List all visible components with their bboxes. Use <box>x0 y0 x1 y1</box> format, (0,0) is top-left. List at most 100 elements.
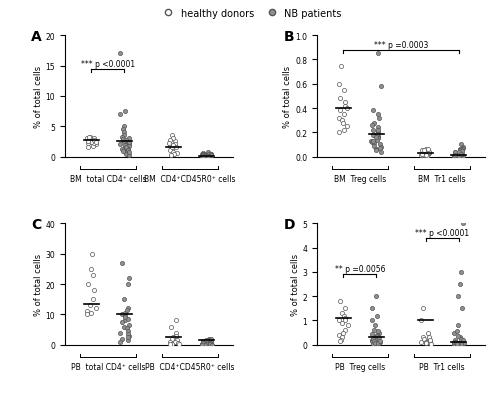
Point <box>340 111 348 118</box>
Point <box>377 84 385 90</box>
Point <box>420 336 428 342</box>
Point <box>170 142 177 149</box>
Point <box>417 318 425 324</box>
Point <box>204 153 212 160</box>
Point <box>426 337 434 344</box>
Point <box>422 152 430 159</box>
Point <box>124 305 132 312</box>
Point <box>203 152 211 158</box>
Point <box>119 127 127 133</box>
Point <box>426 341 434 347</box>
Point <box>116 51 124 57</box>
Point <box>370 132 378 139</box>
Text: BM  Tr1 cells: BM Tr1 cells <box>418 174 466 183</box>
Point <box>336 332 344 338</box>
Point <box>84 135 92 142</box>
Point <box>205 341 213 347</box>
Point <box>452 153 460 159</box>
Point <box>208 153 216 160</box>
Point <box>206 154 214 160</box>
Point <box>450 330 458 336</box>
Point <box>116 338 124 345</box>
Point <box>90 137 98 144</box>
Point <box>420 147 428 154</box>
Point <box>200 153 208 159</box>
Point <box>341 103 349 109</box>
Point <box>204 341 212 348</box>
Point <box>120 145 128 151</box>
Point <box>92 142 100 148</box>
Point <box>370 336 378 343</box>
Point <box>340 128 348 134</box>
Point <box>374 136 382 142</box>
Point <box>92 305 100 312</box>
Point <box>200 150 207 157</box>
Point <box>86 310 94 316</box>
Point <box>374 111 382 118</box>
Point <box>454 154 462 160</box>
Point <box>374 115 382 122</box>
Point <box>374 125 382 131</box>
Point <box>172 330 180 336</box>
Point <box>374 134 382 140</box>
Point <box>171 139 179 145</box>
Point <box>450 153 458 160</box>
Text: B: B <box>284 30 294 44</box>
Point <box>122 144 130 151</box>
Point <box>454 322 462 329</box>
Point <box>457 142 465 148</box>
Point <box>199 340 207 346</box>
Point <box>457 341 465 347</box>
Point <box>125 143 133 150</box>
Point <box>206 338 214 345</box>
Point <box>166 143 173 150</box>
Point <box>174 340 182 346</box>
Text: PB  Treg cells: PB Treg cells <box>334 362 385 371</box>
Point <box>125 275 133 282</box>
Point <box>120 314 128 321</box>
Point <box>122 307 130 313</box>
Point <box>338 320 346 326</box>
Point <box>122 149 130 156</box>
Point <box>86 302 94 309</box>
Point <box>168 144 176 151</box>
Point <box>460 146 468 152</box>
Point <box>124 142 132 148</box>
Point <box>456 341 464 348</box>
Point <box>372 339 380 346</box>
Point <box>456 150 464 157</box>
Text: PB  Tr1 cells: PB Tr1 cells <box>420 362 465 371</box>
Point <box>122 325 130 331</box>
Point <box>374 340 382 346</box>
Point <box>370 336 378 342</box>
Point <box>456 153 464 160</box>
Point <box>198 154 206 160</box>
Point <box>202 337 209 344</box>
Point <box>455 150 463 156</box>
Text: ** p =0.0056: ** p =0.0056 <box>334 264 385 273</box>
Point <box>170 152 178 158</box>
Point <box>208 342 216 348</box>
Point <box>90 143 98 150</box>
Text: BM  CD4⁺CD45R0⁺ cells: BM CD4⁺CD45R0⁺ cells <box>144 174 236 183</box>
Point <box>458 152 466 158</box>
Point <box>368 331 376 337</box>
Point <box>88 251 96 257</box>
Point <box>198 154 206 160</box>
Point <box>116 111 124 118</box>
Point <box>456 147 464 153</box>
Point <box>208 338 216 345</box>
Point <box>458 151 466 157</box>
Point <box>459 144 467 151</box>
Point <box>84 145 92 151</box>
Point <box>368 122 376 129</box>
Point <box>118 136 126 143</box>
Point <box>450 154 458 160</box>
Point <box>453 153 461 160</box>
Point <box>84 281 92 288</box>
Point <box>375 340 383 346</box>
Point <box>369 128 377 134</box>
Point <box>456 281 464 288</box>
Point <box>370 143 378 150</box>
Point <box>374 328 382 335</box>
